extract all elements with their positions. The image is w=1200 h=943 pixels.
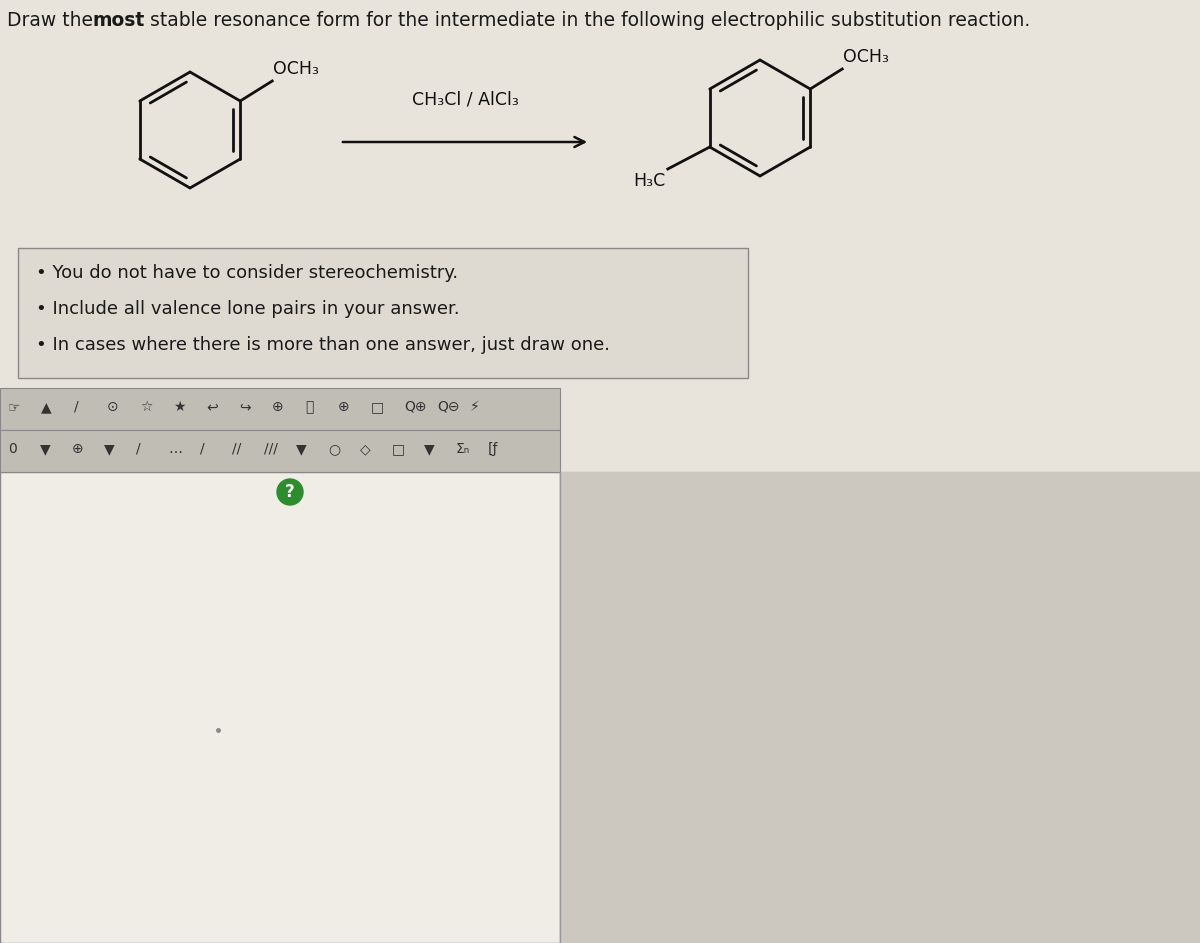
Circle shape xyxy=(277,479,302,505)
Text: /: / xyxy=(136,442,140,456)
Text: ⊕: ⊕ xyxy=(338,400,349,414)
Text: ☆: ☆ xyxy=(140,400,152,414)
Text: ⊕: ⊕ xyxy=(272,400,283,414)
Text: ▼: ▼ xyxy=(104,442,115,456)
Text: ▼: ▼ xyxy=(40,442,50,456)
Text: ▼: ▼ xyxy=(424,442,434,456)
Text: ☞: ☞ xyxy=(8,400,20,414)
Text: ⚡: ⚡ xyxy=(470,400,480,414)
Text: ↪: ↪ xyxy=(239,400,251,414)
Text: /: / xyxy=(200,442,205,456)
Bar xyxy=(560,472,1200,943)
Text: Q⊖: Q⊖ xyxy=(437,400,460,414)
Bar xyxy=(0,472,560,943)
Bar xyxy=(0,430,560,472)
Text: OCH₃: OCH₃ xyxy=(844,48,889,66)
Text: OCH₃: OCH₃ xyxy=(274,60,319,78)
Text: ◇: ◇ xyxy=(360,442,371,456)
Text: …: … xyxy=(168,442,182,456)
Text: ///: /// xyxy=(264,442,278,456)
Text: □: □ xyxy=(371,400,384,414)
Text: • In cases where there is more than one answer, just draw one.: • In cases where there is more than one … xyxy=(36,336,610,354)
Text: stable resonance form for the intermediate in the following electrophilic substi: stable resonance form for the intermedia… xyxy=(144,11,1031,30)
Text: ▲: ▲ xyxy=(41,400,52,414)
Text: [ƒ: [ƒ xyxy=(488,442,498,456)
Text: Σₙ: Σₙ xyxy=(456,442,470,456)
Text: /: / xyxy=(74,400,79,414)
Bar xyxy=(18,248,748,378)
Text: //: // xyxy=(232,442,241,456)
Text: Q⊕: Q⊕ xyxy=(404,400,426,414)
Text: • You do not have to consider stereochemistry.: • You do not have to consider stereochem… xyxy=(36,264,458,282)
Text: most: most xyxy=(92,11,144,30)
Text: ★: ★ xyxy=(173,400,186,414)
Text: ⬬: ⬬ xyxy=(305,400,313,414)
Text: • Include all valence lone pairs in your answer.: • Include all valence lone pairs in your… xyxy=(36,300,460,318)
Text: ○: ○ xyxy=(328,442,340,456)
Text: 0: 0 xyxy=(8,442,17,456)
Text: ⊙: ⊙ xyxy=(107,400,119,414)
Text: CH₃Cl / AlCl₃: CH₃Cl / AlCl₃ xyxy=(412,90,518,108)
Text: H₃C: H₃C xyxy=(634,172,666,190)
Text: □: □ xyxy=(392,442,406,456)
Text: ▼: ▼ xyxy=(296,442,307,456)
Text: ↩: ↩ xyxy=(206,400,217,414)
Text: ?: ? xyxy=(286,483,295,501)
Bar xyxy=(0,388,560,430)
Bar xyxy=(0,0,1200,472)
Text: Draw the: Draw the xyxy=(7,11,98,30)
Text: ⊕: ⊕ xyxy=(72,442,84,456)
